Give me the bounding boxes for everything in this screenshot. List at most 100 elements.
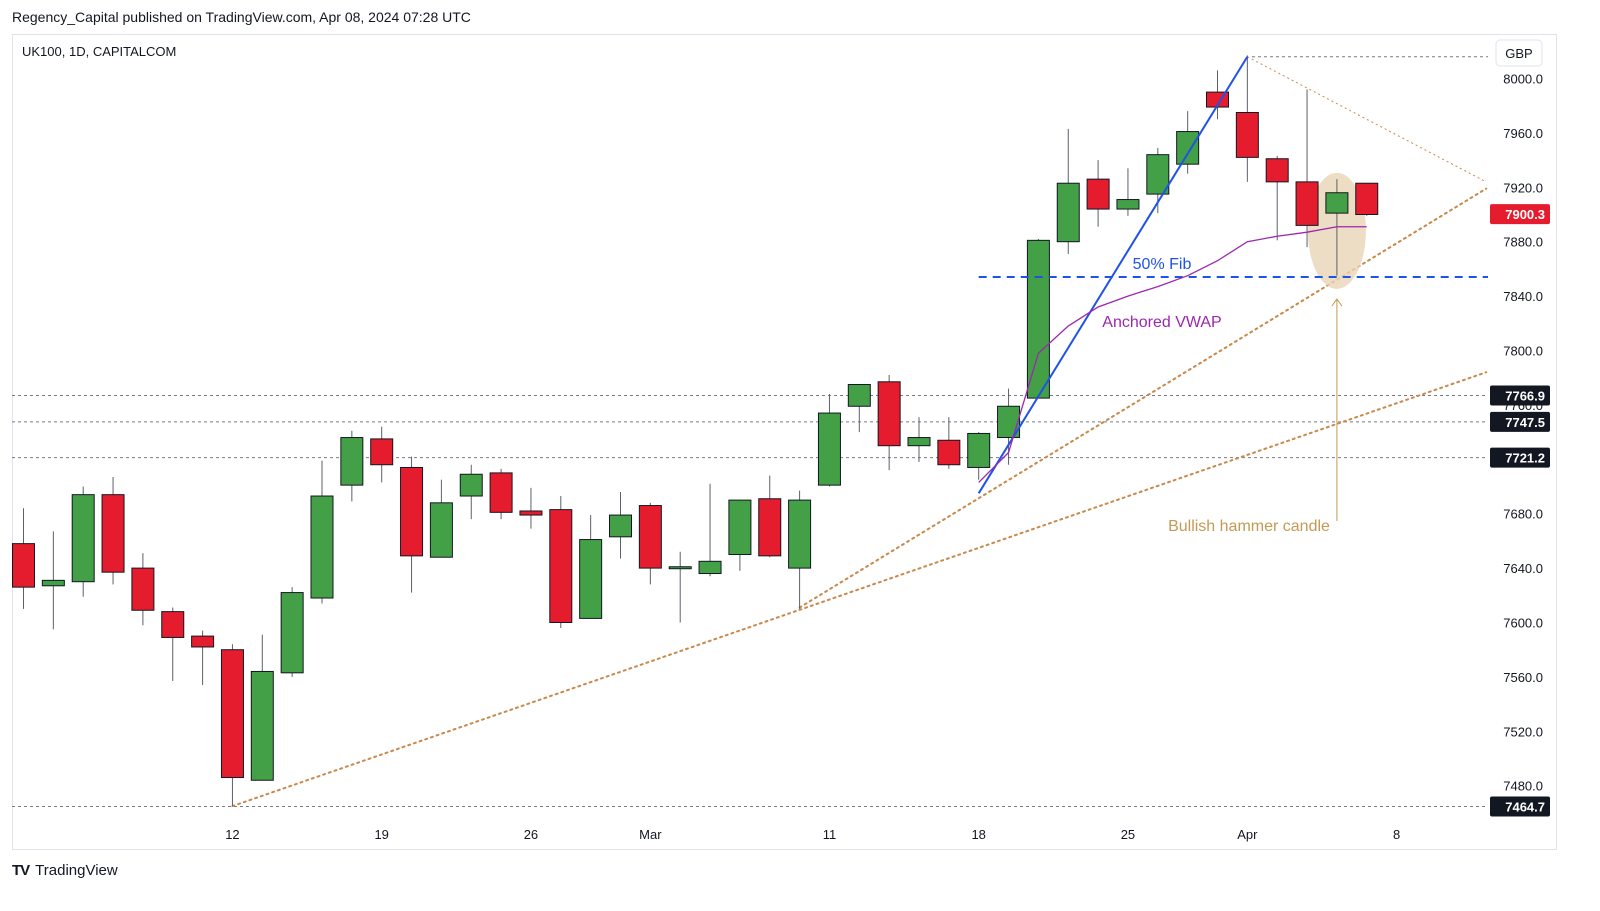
bearish-candle-body <box>161 611 185 638</box>
currency-badge[interactable]: GBP <box>1495 39 1543 67</box>
candle <box>220 644 244 807</box>
candle <box>1116 168 1140 216</box>
x-tick-label: 26 <box>524 827 538 842</box>
price-tag-label: 7721.2 <box>1505 451 1545 466</box>
y-tick-label: 7600.0 <box>1503 616 1543 631</box>
candle <box>1235 55 1259 182</box>
price-tag-box <box>1490 204 1550 225</box>
bearish-candle-body <box>1086 178 1110 210</box>
footer-brand: TV TradingView <box>12 862 118 879</box>
bearish-candle-body <box>12 543 35 588</box>
candle <box>340 430 364 502</box>
candle <box>758 475 782 558</box>
bullish-candle-body <box>1026 239 1050 399</box>
bullish-candle-body <box>71 494 95 583</box>
x-tick-label: 11 <box>823 827 837 842</box>
candle <box>579 515 603 619</box>
candle <box>1086 160 1110 227</box>
y-tick-label: 7840.0 <box>1503 289 1543 304</box>
price-tag-box <box>1490 411 1550 432</box>
price-tag: 7721.2 <box>1490 447 1550 468</box>
price-tag-box <box>1490 796 1550 817</box>
price-tag-label: 7464.7 <box>1505 800 1545 815</box>
candle <box>161 607 185 681</box>
y-tick-label: 7520.0 <box>1503 724 1543 739</box>
candle <box>71 486 95 597</box>
candle <box>668 551 692 623</box>
candle <box>1176 111 1200 174</box>
candle <box>997 388 1021 465</box>
bullish-candle-body <box>997 405 1021 439</box>
bearish-candle-body <box>489 472 513 513</box>
bearish-candle-body <box>549 509 573 623</box>
x-tick-label: 12 <box>225 827 239 842</box>
candle <box>519 487 543 529</box>
trendline <box>231 371 1488 808</box>
candle <box>250 634 274 781</box>
candle <box>1325 179 1349 276</box>
candle <box>12 508 35 609</box>
candle <box>429 479 453 558</box>
trendline <box>798 187 1488 609</box>
bullish-candle-body <box>788 499 812 569</box>
bullish-candle-body <box>579 539 603 619</box>
price-tag: 7464.7 <box>1490 796 1550 817</box>
candle <box>817 394 841 487</box>
chart-frame <box>12 34 1557 850</box>
candle <box>549 496 573 628</box>
y-tick-label: 7480.0 <box>1503 779 1543 794</box>
candle <box>698 483 722 577</box>
tradingview-logo-icon: TV <box>12 862 30 879</box>
bullish-candle-body <box>817 412 841 486</box>
x-tick-label: Apr <box>1237 827 1258 842</box>
candle <box>967 432 991 480</box>
bullish-candle-body <box>1176 131 1200 165</box>
candle <box>788 490 812 609</box>
candle <box>400 456 424 593</box>
candle <box>1056 128 1080 254</box>
bearish-candle-body <box>1235 112 1259 158</box>
y-tick-label: 7920.0 <box>1503 180 1543 195</box>
symbol-label: UK100, 1D, CAPITALCOM <box>22 44 177 59</box>
price-tag-label: 7747.5 <box>1505 415 1545 430</box>
vwap-label: Anchored VWAP <box>1102 314 1221 331</box>
bearish-candle-body <box>877 381 901 447</box>
y-tick-label: 7960.0 <box>1503 126 1543 141</box>
y-tick-label: 7880.0 <box>1503 235 1543 250</box>
bearish-candle-body <box>937 439 961 466</box>
bearish-candle-body <box>131 567 155 611</box>
x-tick-label: Mar <box>639 827 662 842</box>
bullish-candle-body <box>668 566 692 570</box>
candle <box>489 468 513 520</box>
bearish-candle-body <box>519 510 543 516</box>
bearish-candle-body <box>1355 182 1379 216</box>
price-tag: 7900.3 <box>1490 204 1550 225</box>
candle <box>1295 89 1319 248</box>
candle <box>101 476 125 585</box>
annotation-label: Bullish hammer candle <box>1168 518 1330 535</box>
x-tick-label: 25 <box>1121 827 1135 842</box>
price-tag: 7747.5 <box>1490 411 1550 432</box>
bullish-candle-body <box>728 499 752 556</box>
bearish-candle-body <box>400 466 424 557</box>
y-tick-label: 7800.0 <box>1503 344 1543 359</box>
bullish-candle-body <box>967 432 991 468</box>
candle <box>1026 238 1050 399</box>
bullish-candle-body <box>847 384 871 407</box>
price-tag-label: 7766.9 <box>1505 389 1545 404</box>
bullish-candle-body <box>609 514 632 538</box>
candle <box>728 499 752 571</box>
bullish-candle-body <box>1116 199 1140 210</box>
candle <box>41 531 65 630</box>
y-tick-label: 7680.0 <box>1503 507 1543 522</box>
fib-trend-line <box>977 56 1249 494</box>
candle <box>937 417 961 469</box>
bullish-candle-body <box>41 579 65 587</box>
candle <box>191 630 215 686</box>
bearish-candle-body <box>101 494 125 573</box>
bullish-candle-body <box>1325 192 1349 214</box>
candle <box>1355 182 1379 216</box>
bearish-candle-body <box>191 635 215 648</box>
candle <box>1206 70 1229 120</box>
